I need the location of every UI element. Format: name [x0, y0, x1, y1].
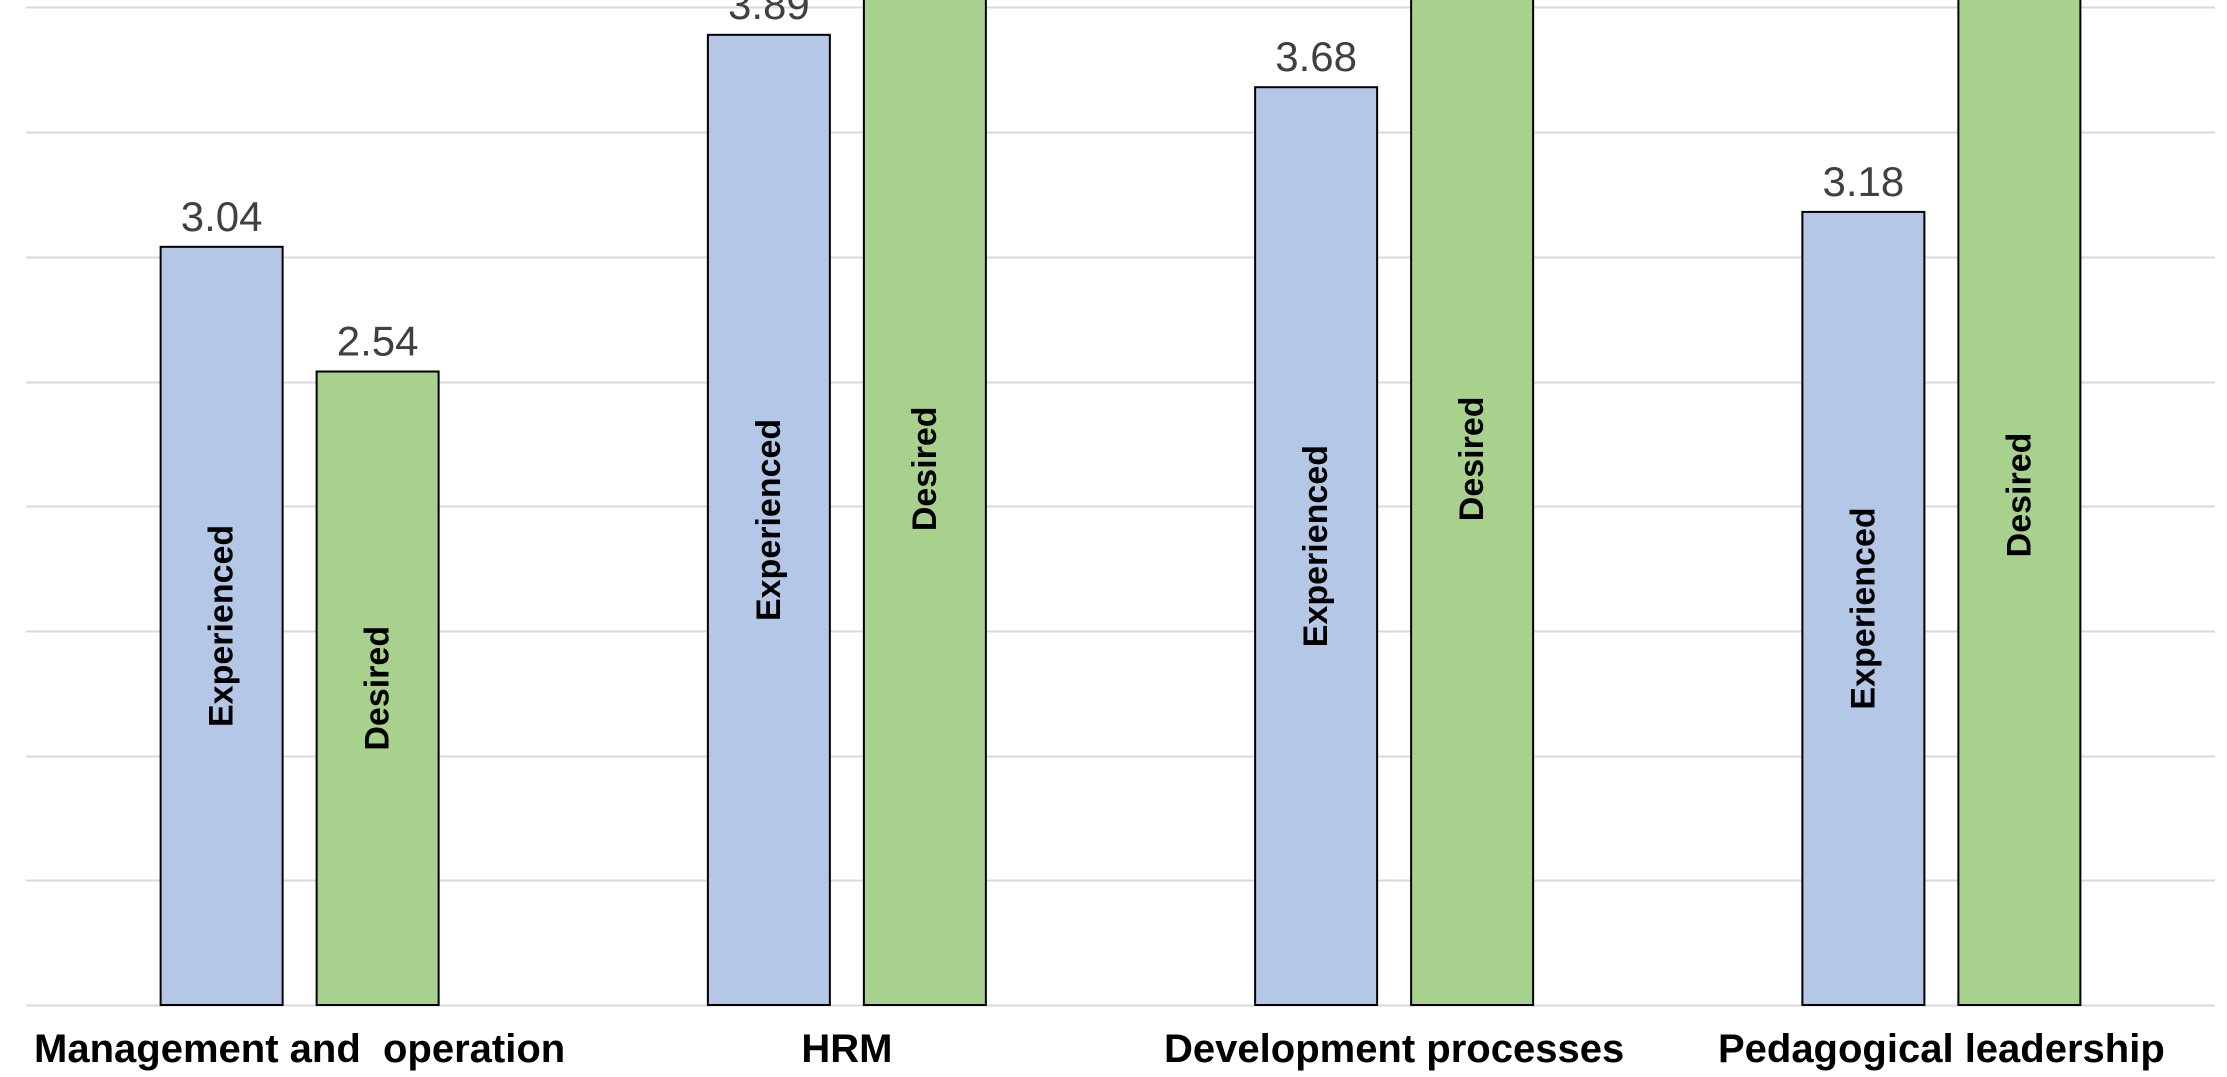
bar-series-label: Desired	[906, 406, 944, 531]
category-label: Management and operation	[34, 1027, 565, 1071]
bar-series-label: Experienced	[750, 419, 788, 621]
category-label: Development processes	[1164, 1027, 1624, 1071]
category-label: Pedagogical leadership	[1718, 1027, 2165, 1071]
category-label: HRM	[801, 1027, 892, 1071]
value-label: 3.68	[1275, 33, 1357, 80]
labels: 3.04 Experienced 2.54 Desired Management and…	[34, 0, 2165, 1071]
bar-experienced-3	[1801, 210, 1926, 1006]
bar-series-label: Experienced	[1844, 507, 1882, 709]
bar-experienced-0	[159, 245, 284, 1007]
bar-experienced-2	[1254, 86, 1379, 1006]
bar-series-label: Desired	[2000, 433, 2038, 558]
bar-desired-1	[862, 0, 987, 1007]
value-label: 3.18	[1823, 158, 1905, 205]
bar-desired-0	[315, 370, 440, 1006]
bar-experienced-1	[706, 33, 831, 1007]
bar-series-label: Experienced	[203, 525, 241, 727]
bar-desired-3	[1957, 0, 2082, 1007]
value-label: 3.89	[728, 0, 810, 28]
value-label: 2.54	[337, 318, 419, 365]
value-label: 3.04	[181, 193, 263, 240]
bar-desired-2	[1410, 0, 1535, 1006]
bar-series-label: Experienced	[1297, 445, 1335, 647]
bars	[159, 0, 2082, 1007]
bar-series-label: Desired	[1453, 396, 1491, 521]
bar-series-label: Desired	[359, 626, 397, 751]
